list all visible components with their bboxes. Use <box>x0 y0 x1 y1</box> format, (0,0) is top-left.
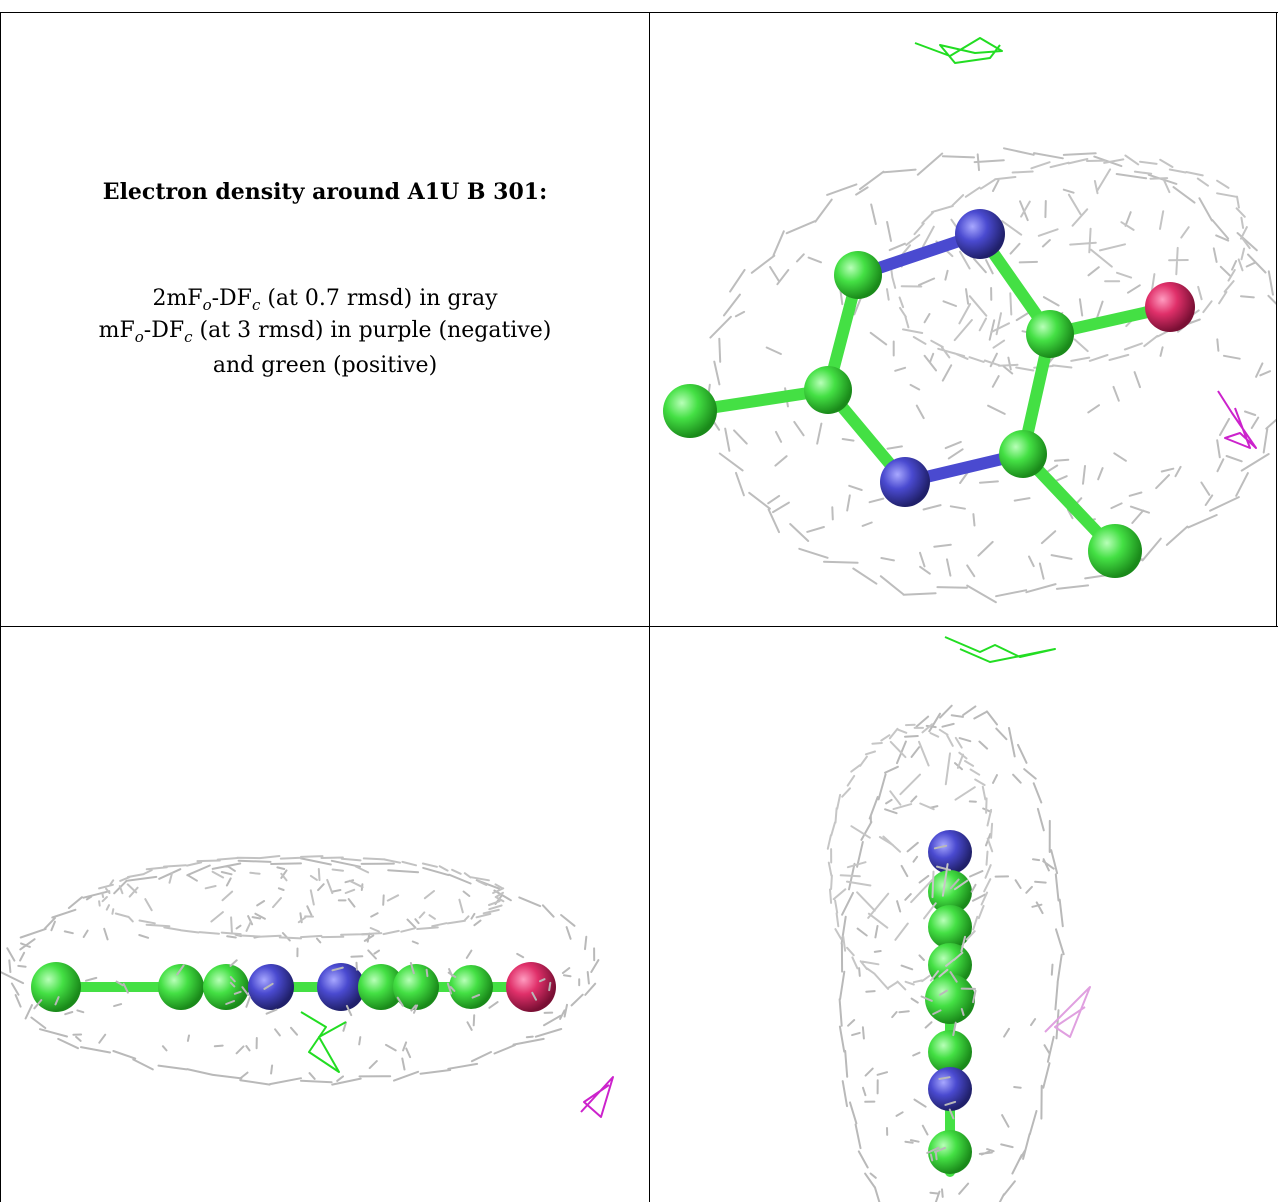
table-border-right <box>1276 12 1277 627</box>
nitrogen-atom <box>928 830 972 874</box>
table-border-center <box>649 13 650 1202</box>
caption-text: -DF <box>143 318 185 343</box>
chlorine-atom <box>925 974 975 1024</box>
negative-density <box>1044 986 1091 1038</box>
mesh-2fofc <box>1 855 600 1086</box>
carbon-atom <box>449 965 493 1009</box>
view-edge-on-horizontal <box>1 627 649 1202</box>
carbon-atom <box>358 964 404 1010</box>
negative-density <box>580 1076 614 1118</box>
density-render-edge-vertical <box>826 636 1091 1202</box>
density-render-edge-horizontal <box>1 855 614 1118</box>
caption-text: 2mF <box>152 286 203 311</box>
caption: Electron density around A1U B 301: 2mFo-… <box>1 13 649 626</box>
caption-text: (at 3 rmsd) in purple (negative) <box>192 318 552 343</box>
mesh-difference <box>944 636 1091 1038</box>
caption-cell: Electron density around A1U B 301: 2mFo-… <box>1 13 649 626</box>
carbon-atom <box>1026 310 1074 358</box>
carbon-atom <box>999 430 1047 478</box>
negative-density <box>1217 390 1257 449</box>
carbon-atom <box>158 964 204 1010</box>
mesh-lines <box>1 857 600 1086</box>
carbon-atom <box>928 1030 972 1074</box>
caption-line-fofc: mFo-DFc (at 3 rmsd) in purple (negative) <box>1 318 649 346</box>
carbon-atom <box>928 905 972 949</box>
nitrogen-atom <box>248 964 294 1010</box>
oxygen-atom <box>1145 282 1195 332</box>
carbon-atom <box>928 1130 972 1174</box>
positive-density <box>944 636 1056 663</box>
molecule-ball-stick <box>663 209 1195 578</box>
mesh-difference <box>914 37 1257 449</box>
mesh-2fofc <box>826 704 1065 1202</box>
molecule-ball-stick <box>31 962 556 1012</box>
carbon-atom <box>928 870 972 914</box>
chlorine-atom <box>663 384 717 438</box>
oxygen-atom <box>506 962 556 1012</box>
chlorine-atom <box>31 962 81 1012</box>
caption-line-2fofc: 2mFo-DFc (at 0.7 rmsd) in gray <box>1 286 649 314</box>
caption-subscript: o <box>202 296 212 314</box>
table-border-middle <box>0 626 1278 627</box>
chlorine-atom <box>1088 524 1142 578</box>
nitrogen-atom <box>317 963 365 1011</box>
view-edge-on-vertical <box>650 627 1276 1202</box>
mesh-lines <box>838 704 1065 1202</box>
caption-subscript: c <box>251 296 261 314</box>
mesh-lines <box>826 723 994 991</box>
positive-density <box>300 1011 347 1073</box>
carbon-atom <box>834 251 882 299</box>
caption-subscript: o <box>134 328 144 346</box>
caption-text: -DF <box>211 286 252 311</box>
mesh-lines <box>886 154 1251 372</box>
caption-text: (at 0.7 rmsd) in gray <box>260 286 498 311</box>
carbon-atom <box>203 964 249 1010</box>
table-border-top <box>0 12 1278 13</box>
caption-title: Electron density around A1U B 301: <box>102 179 548 205</box>
density-render-face-on <box>663 37 1276 604</box>
table-border-left <box>0 12 1 1202</box>
nitrogen-atom <box>955 209 1005 259</box>
mesh-difference <box>300 1011 614 1118</box>
caption-subscript: c <box>184 328 193 346</box>
caption-text: mF <box>98 318 135 343</box>
nitrogen-atom <box>880 457 930 507</box>
molecule-ball-stick <box>925 830 975 1177</box>
view-face-on <box>650 13 1276 626</box>
carbon-atom <box>804 366 852 414</box>
nitrogen-atom <box>928 1067 972 1111</box>
positive-density <box>914 37 1003 64</box>
carbon-atom <box>393 964 439 1010</box>
mesh-2fofc <box>704 147 1276 604</box>
mesh-lines <box>98 855 505 940</box>
caption-line-green: and green (positive) <box>212 353 438 378</box>
